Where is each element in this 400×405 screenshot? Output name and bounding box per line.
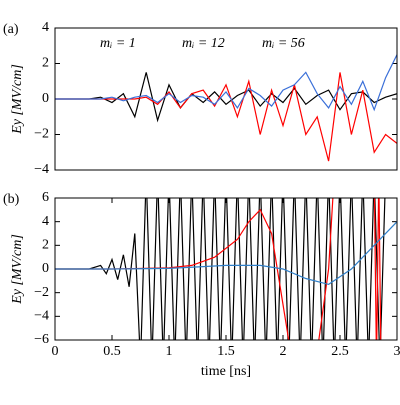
y-tick-label: −2 xyxy=(34,285,49,300)
y-tick-label: 2 xyxy=(42,238,49,253)
plot-lines xyxy=(55,55,397,162)
y-tick-label: −4 xyxy=(34,162,49,177)
y-axis-label: Ey [MV/cm] xyxy=(10,234,25,305)
x-tick-label: 0.5 xyxy=(103,344,121,359)
series-line xyxy=(55,72,397,161)
y-tick-label: −4 xyxy=(34,309,49,324)
y-tick-label: 6 xyxy=(42,190,49,205)
y-tick-label: 2 xyxy=(42,56,49,71)
y-tick-label: 0 xyxy=(42,261,49,276)
x-tick-label: 0 xyxy=(52,344,59,359)
y-tick-label: −6 xyxy=(34,332,49,347)
legend-entry: mᵢ = 1 xyxy=(100,36,136,51)
y-tick-label: 4 xyxy=(42,214,49,229)
x-tick-label: 2 xyxy=(280,344,287,359)
y-tick-label: −2 xyxy=(34,127,49,142)
x-tick-label: 1.5 xyxy=(217,344,235,359)
legend-entry: mᵢ = 56 xyxy=(262,36,305,51)
panel-label: (b) xyxy=(3,192,20,207)
y-tick-label: 4 xyxy=(42,20,49,35)
x-tick-label: 2.5 xyxy=(331,344,349,359)
panel-label: (a) xyxy=(3,22,19,37)
x-tick-label: 1 xyxy=(166,344,173,359)
series-line xyxy=(55,222,397,285)
legend-entry: mᵢ = 12 xyxy=(182,36,225,51)
y-axis-label: Ey [MV/cm] xyxy=(10,64,25,135)
x-axis-label: time [ns] xyxy=(201,364,251,379)
x-tick-label: 3 xyxy=(394,344,400,359)
y-tick-label: 0 xyxy=(42,91,49,106)
